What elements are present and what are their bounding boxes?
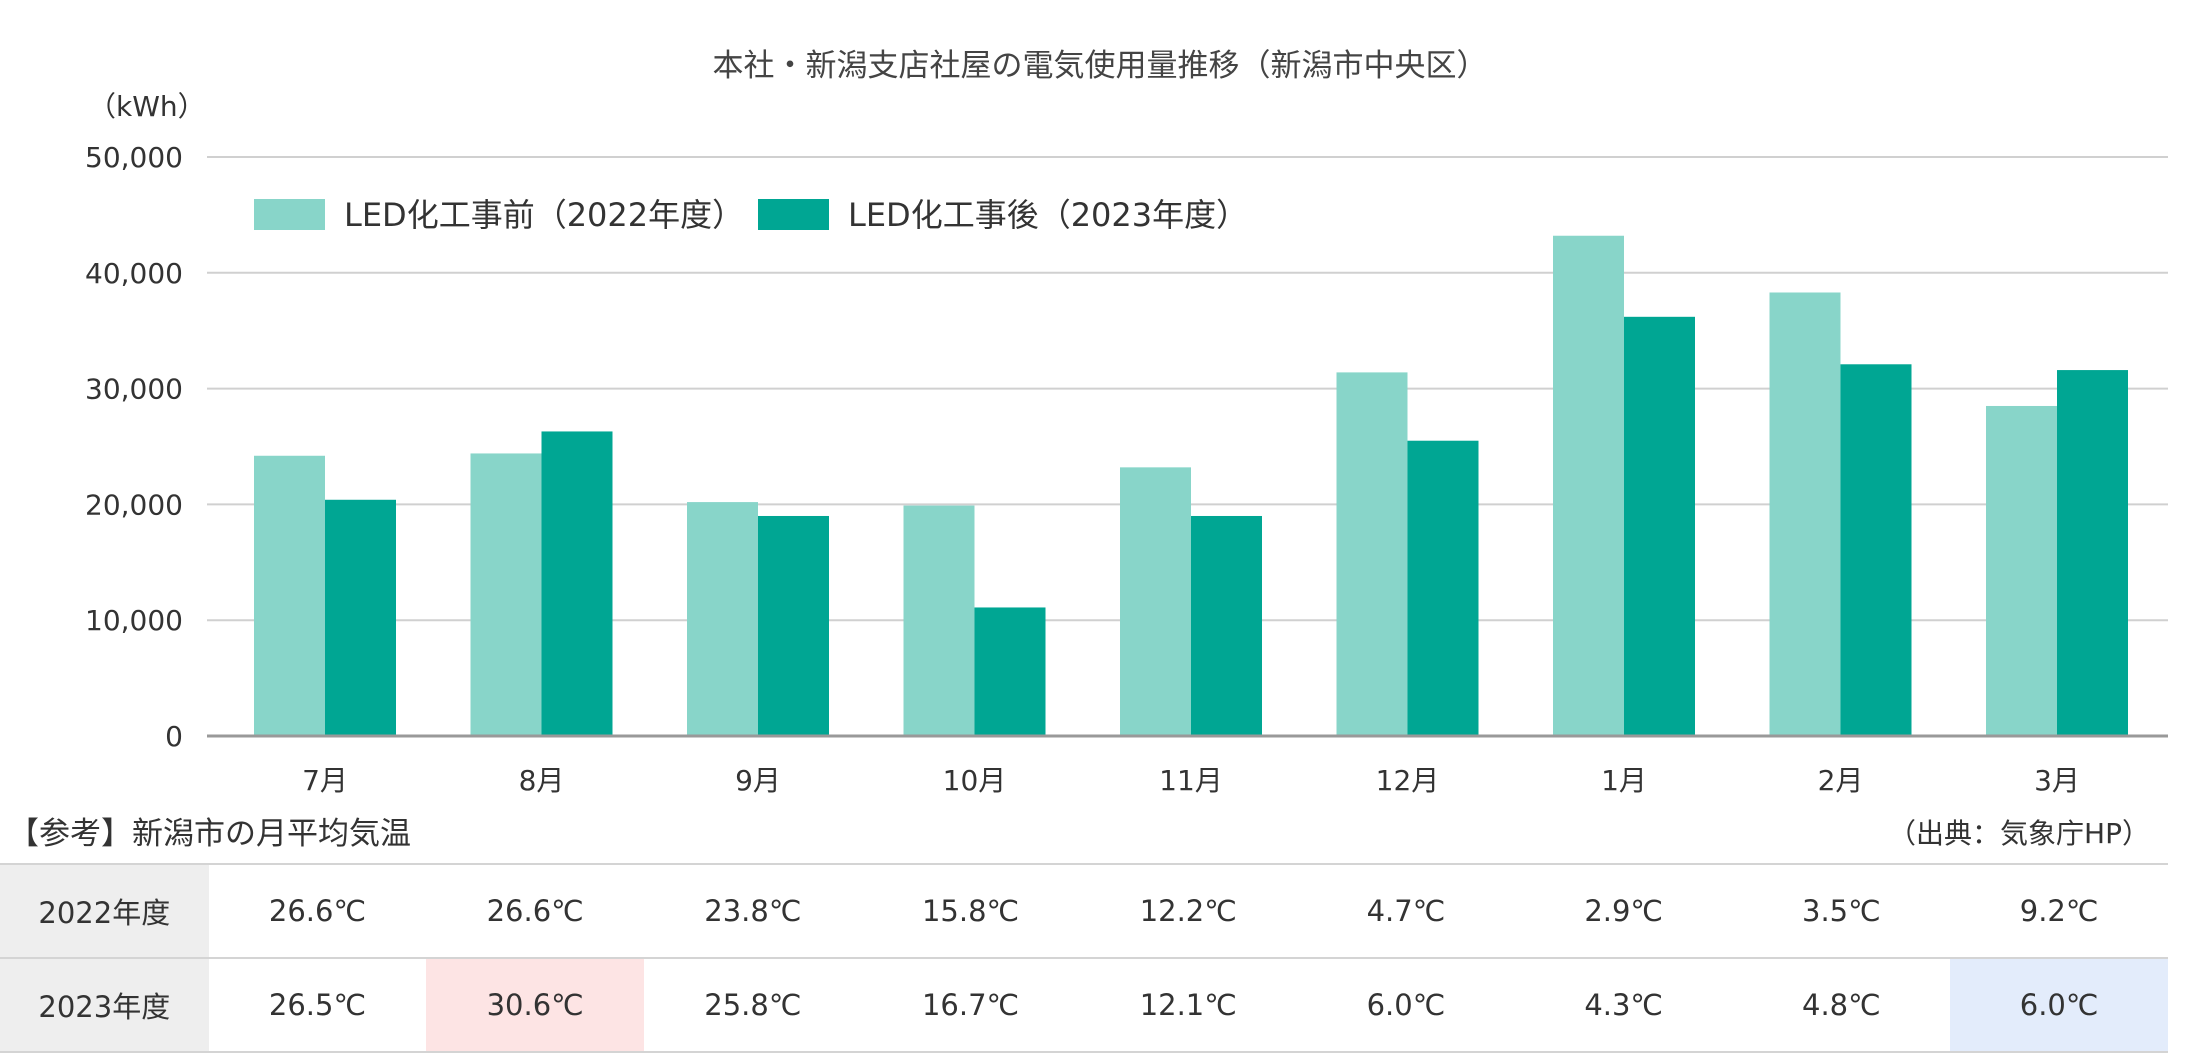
reference-title: 【参考】新潟市の月平均気温 xyxy=(8,816,411,852)
electricity-usage-chart: 本社・新潟支店社屋の電気使用量推移（新潟市中央区） （kWh） 0 10,000 2… xyxy=(85,48,2168,797)
x-tick-label: 7月 xyxy=(302,764,348,797)
table-cell: 9.2℃ xyxy=(1950,863,2168,958)
table-cell: 2.9℃ xyxy=(1514,863,1733,958)
bar-2023 xyxy=(974,607,1046,736)
bar-2023 xyxy=(758,515,829,736)
y-tick-label: 40,000 xyxy=(85,257,183,290)
bar-2023 xyxy=(1191,515,1262,736)
table-cell: 4.7℃ xyxy=(1297,863,1515,958)
bar-2022 xyxy=(1336,372,1408,736)
table-cell: 12.1℃ xyxy=(1079,957,1298,1053)
bar-2023 xyxy=(541,431,613,736)
table-cell: 15.8℃ xyxy=(861,863,1080,958)
x-tick-label: 9月 xyxy=(735,764,781,797)
x-tick-label: 11月 xyxy=(1159,764,1223,797)
bar-2023 xyxy=(325,499,396,736)
bar-2023 xyxy=(2057,370,2128,736)
table-cell: 16.7℃ xyxy=(861,957,1080,1053)
legend-label-2023: LED化工事後（2023年度） xyxy=(848,196,1248,234)
x-axis-category-labels: 7月 8月 9月 10月 11月 12月 1月 2月 3月 xyxy=(302,764,2080,797)
table-cell-highlight-hot: 30.6℃ xyxy=(426,957,644,1053)
bar-2022 xyxy=(1769,292,1841,736)
legend-swatch-2023 xyxy=(758,199,829,230)
y-tick-label: 10,000 xyxy=(85,604,183,637)
row-label-2022: 2022年度 xyxy=(0,863,209,958)
bar-2023 xyxy=(1407,440,1479,736)
bar-2023 xyxy=(1624,316,1695,736)
chart-title: 本社・新潟支店社屋の電気使用量推移（新潟市中央区） xyxy=(713,48,1488,84)
x-tick-label: 1月 xyxy=(1601,764,1647,797)
legend: LED化工事前（2022年度） LED化工事後（2023年度） xyxy=(254,196,1248,234)
table-row: 2022年度 26.6℃ 26.6℃ 23.8℃ 15.8℃ 12.2℃ 4.7… xyxy=(0,863,2168,958)
bars xyxy=(254,235,2128,736)
table-cell: 6.0℃ xyxy=(1297,957,1515,1053)
y-tick-label: 20,000 xyxy=(85,488,183,521)
y-tick-label: 50,000 xyxy=(85,141,183,174)
x-tick-label: 2月 xyxy=(1818,764,1864,797)
table-cell: 26.5℃ xyxy=(208,957,427,1053)
table-cell: 4.8℃ xyxy=(1732,957,1951,1053)
legend-label-2022: LED化工事前（2022年度） xyxy=(344,196,744,234)
table-cell: 25.8℃ xyxy=(644,957,862,1053)
reference-source: （出典：気象庁HP） xyxy=(1888,817,2150,850)
table-cell: 26.6℃ xyxy=(208,863,427,958)
table-cell: 23.8℃ xyxy=(644,863,862,958)
bar-2022 xyxy=(903,505,975,736)
table-cell: 12.2℃ xyxy=(1079,863,1298,958)
table-cell: 4.3℃ xyxy=(1514,957,1733,1053)
bar-2022 xyxy=(470,453,542,736)
bar-2022 xyxy=(1986,405,2057,736)
y-tick-label: 30,000 xyxy=(85,373,183,406)
table-row: 2023年度 26.5℃ 30.6℃ 25.8℃ 16.7℃ 12.1℃ 6.0… xyxy=(0,957,2168,1053)
bar-2022 xyxy=(687,502,758,736)
bar-2022 xyxy=(254,455,325,736)
y-tick-label: 0 xyxy=(165,720,183,753)
y-axis-ticks: 0 10,000 20,000 30,000 40,000 50,000 xyxy=(85,141,183,753)
x-tick-label: 8月 xyxy=(519,764,565,797)
bar-2023 xyxy=(1840,364,1912,736)
table-cell-highlight-cool: 6.0℃ xyxy=(1950,957,2168,1053)
table-cell: 3.5℃ xyxy=(1732,863,1951,958)
bar-2022 xyxy=(1553,235,1624,736)
x-tick-label: 3月 xyxy=(2034,764,2080,797)
legend-swatch-2022 xyxy=(254,199,325,230)
x-tick-label: 12月 xyxy=(1376,764,1440,797)
y-axis-unit-label: （kWh） xyxy=(88,90,206,123)
x-tick-label: 10月 xyxy=(943,764,1007,797)
row-label-2023: 2023年度 xyxy=(0,957,209,1053)
bar-2022 xyxy=(1120,467,1191,736)
table-cell: 26.6℃ xyxy=(426,863,644,958)
temperature-table: 2022年度 26.6℃ 26.6℃ 23.8℃ 15.8℃ 12.2℃ 4.7… xyxy=(0,863,2168,1053)
